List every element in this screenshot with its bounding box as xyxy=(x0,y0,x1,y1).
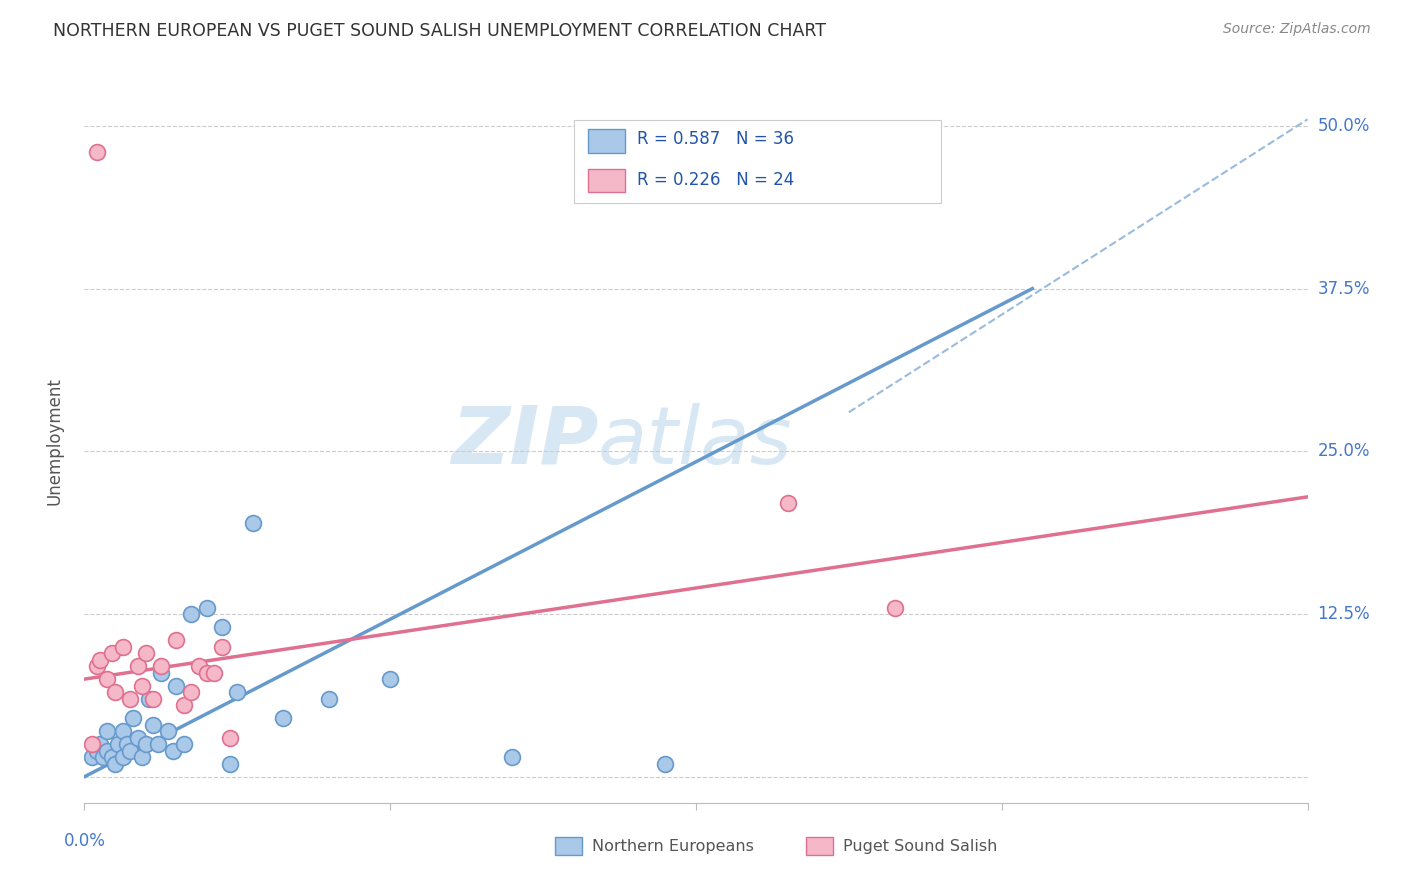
Point xyxy=(89,737,111,751)
Point xyxy=(96,724,118,739)
Point xyxy=(111,640,134,654)
Bar xyxy=(588,169,626,193)
Point xyxy=(226,685,249,699)
Bar xyxy=(555,838,582,855)
Point xyxy=(111,750,134,764)
Point xyxy=(89,652,111,666)
Point xyxy=(131,679,153,693)
Y-axis label: Unemployment: Unemployment xyxy=(45,377,63,506)
Point xyxy=(86,744,108,758)
Point xyxy=(146,737,169,751)
Text: 25.0%: 25.0% xyxy=(1317,442,1369,460)
Point xyxy=(142,717,165,731)
Point xyxy=(127,731,149,745)
Point xyxy=(107,737,129,751)
Text: 0.0%: 0.0% xyxy=(63,831,105,850)
Point xyxy=(883,600,905,615)
Text: Northern Europeans: Northern Europeans xyxy=(592,838,754,854)
Point xyxy=(115,737,138,751)
Point xyxy=(149,659,172,673)
Text: 37.5%: 37.5% xyxy=(1317,279,1369,298)
Point xyxy=(165,679,187,693)
Point xyxy=(211,620,233,634)
Point xyxy=(173,698,195,713)
Point xyxy=(138,691,160,706)
Text: atlas: atlas xyxy=(598,402,793,481)
Point xyxy=(157,724,180,739)
Text: ZIP: ZIP xyxy=(451,402,598,481)
Point xyxy=(188,659,211,673)
Point xyxy=(80,750,103,764)
Point xyxy=(776,496,799,510)
Point xyxy=(165,633,187,648)
Point xyxy=(86,145,108,159)
Point xyxy=(131,750,153,764)
Point xyxy=(271,711,294,725)
Point xyxy=(104,756,127,771)
Bar xyxy=(588,129,626,153)
Point xyxy=(502,750,524,764)
Point xyxy=(211,640,233,654)
Point xyxy=(135,737,157,751)
Point xyxy=(218,731,240,745)
Point xyxy=(135,646,157,660)
Point xyxy=(180,607,202,621)
Point xyxy=(195,665,218,680)
Point xyxy=(120,691,142,706)
Point xyxy=(162,744,184,758)
Point xyxy=(101,750,124,764)
Point xyxy=(96,744,118,758)
Bar xyxy=(574,120,941,203)
Text: R = 0.587   N = 36: R = 0.587 N = 36 xyxy=(637,130,794,148)
Text: NORTHERN EUROPEAN VS PUGET SOUND SALISH UNEMPLOYMENT CORRELATION CHART: NORTHERN EUROPEAN VS PUGET SOUND SALISH … xyxy=(53,22,827,40)
Point xyxy=(218,756,240,771)
Text: R = 0.226   N = 24: R = 0.226 N = 24 xyxy=(637,171,794,189)
Point xyxy=(180,685,202,699)
Point xyxy=(91,750,114,764)
Text: 50.0%: 50.0% xyxy=(1317,117,1369,135)
Bar xyxy=(806,838,832,855)
Text: 12.5%: 12.5% xyxy=(1317,605,1369,623)
Point xyxy=(111,724,134,739)
Point xyxy=(195,600,218,615)
Point xyxy=(380,672,402,686)
Point xyxy=(96,672,118,686)
Point xyxy=(318,691,340,706)
Point xyxy=(202,665,225,680)
Point xyxy=(101,646,124,660)
Point xyxy=(654,756,676,771)
Text: Puget Sound Salish: Puget Sound Salish xyxy=(842,838,997,854)
Point xyxy=(86,659,108,673)
Point xyxy=(80,737,103,751)
Point xyxy=(173,737,195,751)
Point xyxy=(104,685,127,699)
Point xyxy=(142,691,165,706)
Point xyxy=(122,711,145,725)
Point xyxy=(120,744,142,758)
Point xyxy=(149,665,172,680)
Point xyxy=(242,516,264,530)
Text: Source: ZipAtlas.com: Source: ZipAtlas.com xyxy=(1223,22,1371,37)
Point xyxy=(127,659,149,673)
